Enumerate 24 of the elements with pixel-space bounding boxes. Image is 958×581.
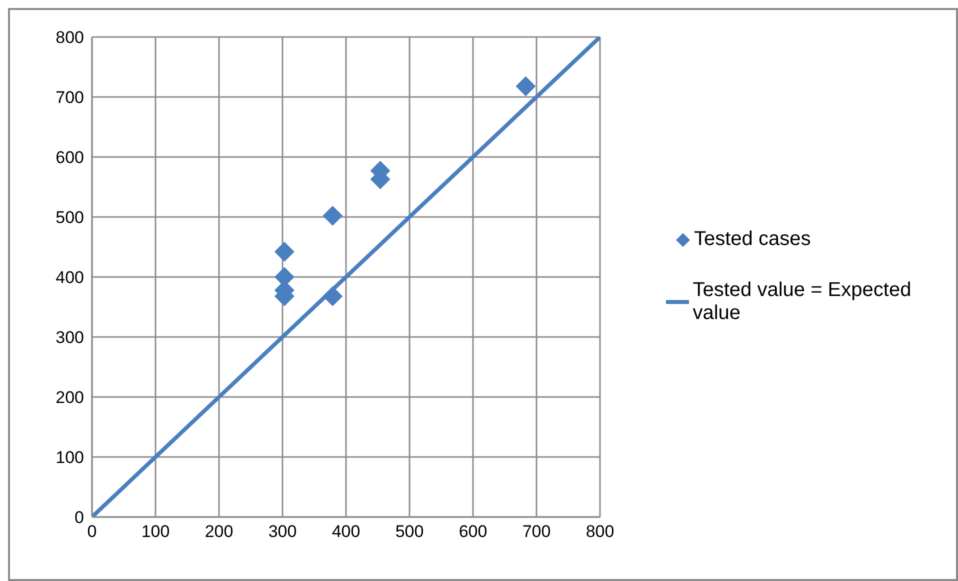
y-tick-label: 100 bbox=[56, 448, 84, 468]
point bbox=[322, 206, 343, 226]
x-tick-label: 800 bbox=[586, 522, 614, 542]
x-tick-label: 100 bbox=[141, 522, 170, 542]
x-tick-label: 0 bbox=[87, 522, 97, 542]
x-tick-label: 300 bbox=[268, 522, 297, 542]
y-tick-label: 700 bbox=[56, 88, 84, 108]
legend-label: Tested cases bbox=[694, 228, 811, 251]
y-tick-label: 800 bbox=[56, 28, 84, 48]
point bbox=[274, 242, 294, 262]
legend-label: Tested value = Expected value bbox=[692, 279, 912, 325]
y-tick-label: 0 bbox=[74, 508, 84, 528]
x-tick-label: 200 bbox=[204, 522, 234, 542]
point bbox=[322, 286, 343, 306]
x-tick-label: 700 bbox=[522, 522, 551, 542]
point bbox=[516, 76, 536, 96]
y-tick-label: 600 bbox=[56, 148, 84, 168]
y-tick-label: 200 bbox=[56, 388, 84, 408]
x-tick-label: 600 bbox=[458, 522, 488, 542]
y-tick-label: 400 bbox=[56, 268, 84, 288]
x-tick-label: 400 bbox=[332, 522, 360, 542]
y-tick-label: 500 bbox=[56, 208, 84, 228]
x-tick-label: 500 bbox=[395, 522, 424, 542]
y-tick-label: 300 bbox=[56, 328, 84, 348]
